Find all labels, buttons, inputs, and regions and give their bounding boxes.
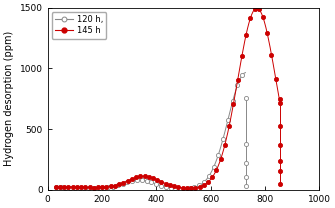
Legend: 120 h,, 145 h: 120 h,, 145 h xyxy=(52,12,107,38)
Y-axis label: Hydrogen desorption (ppm): Hydrogen desorption (ppm) xyxy=(4,31,14,166)
